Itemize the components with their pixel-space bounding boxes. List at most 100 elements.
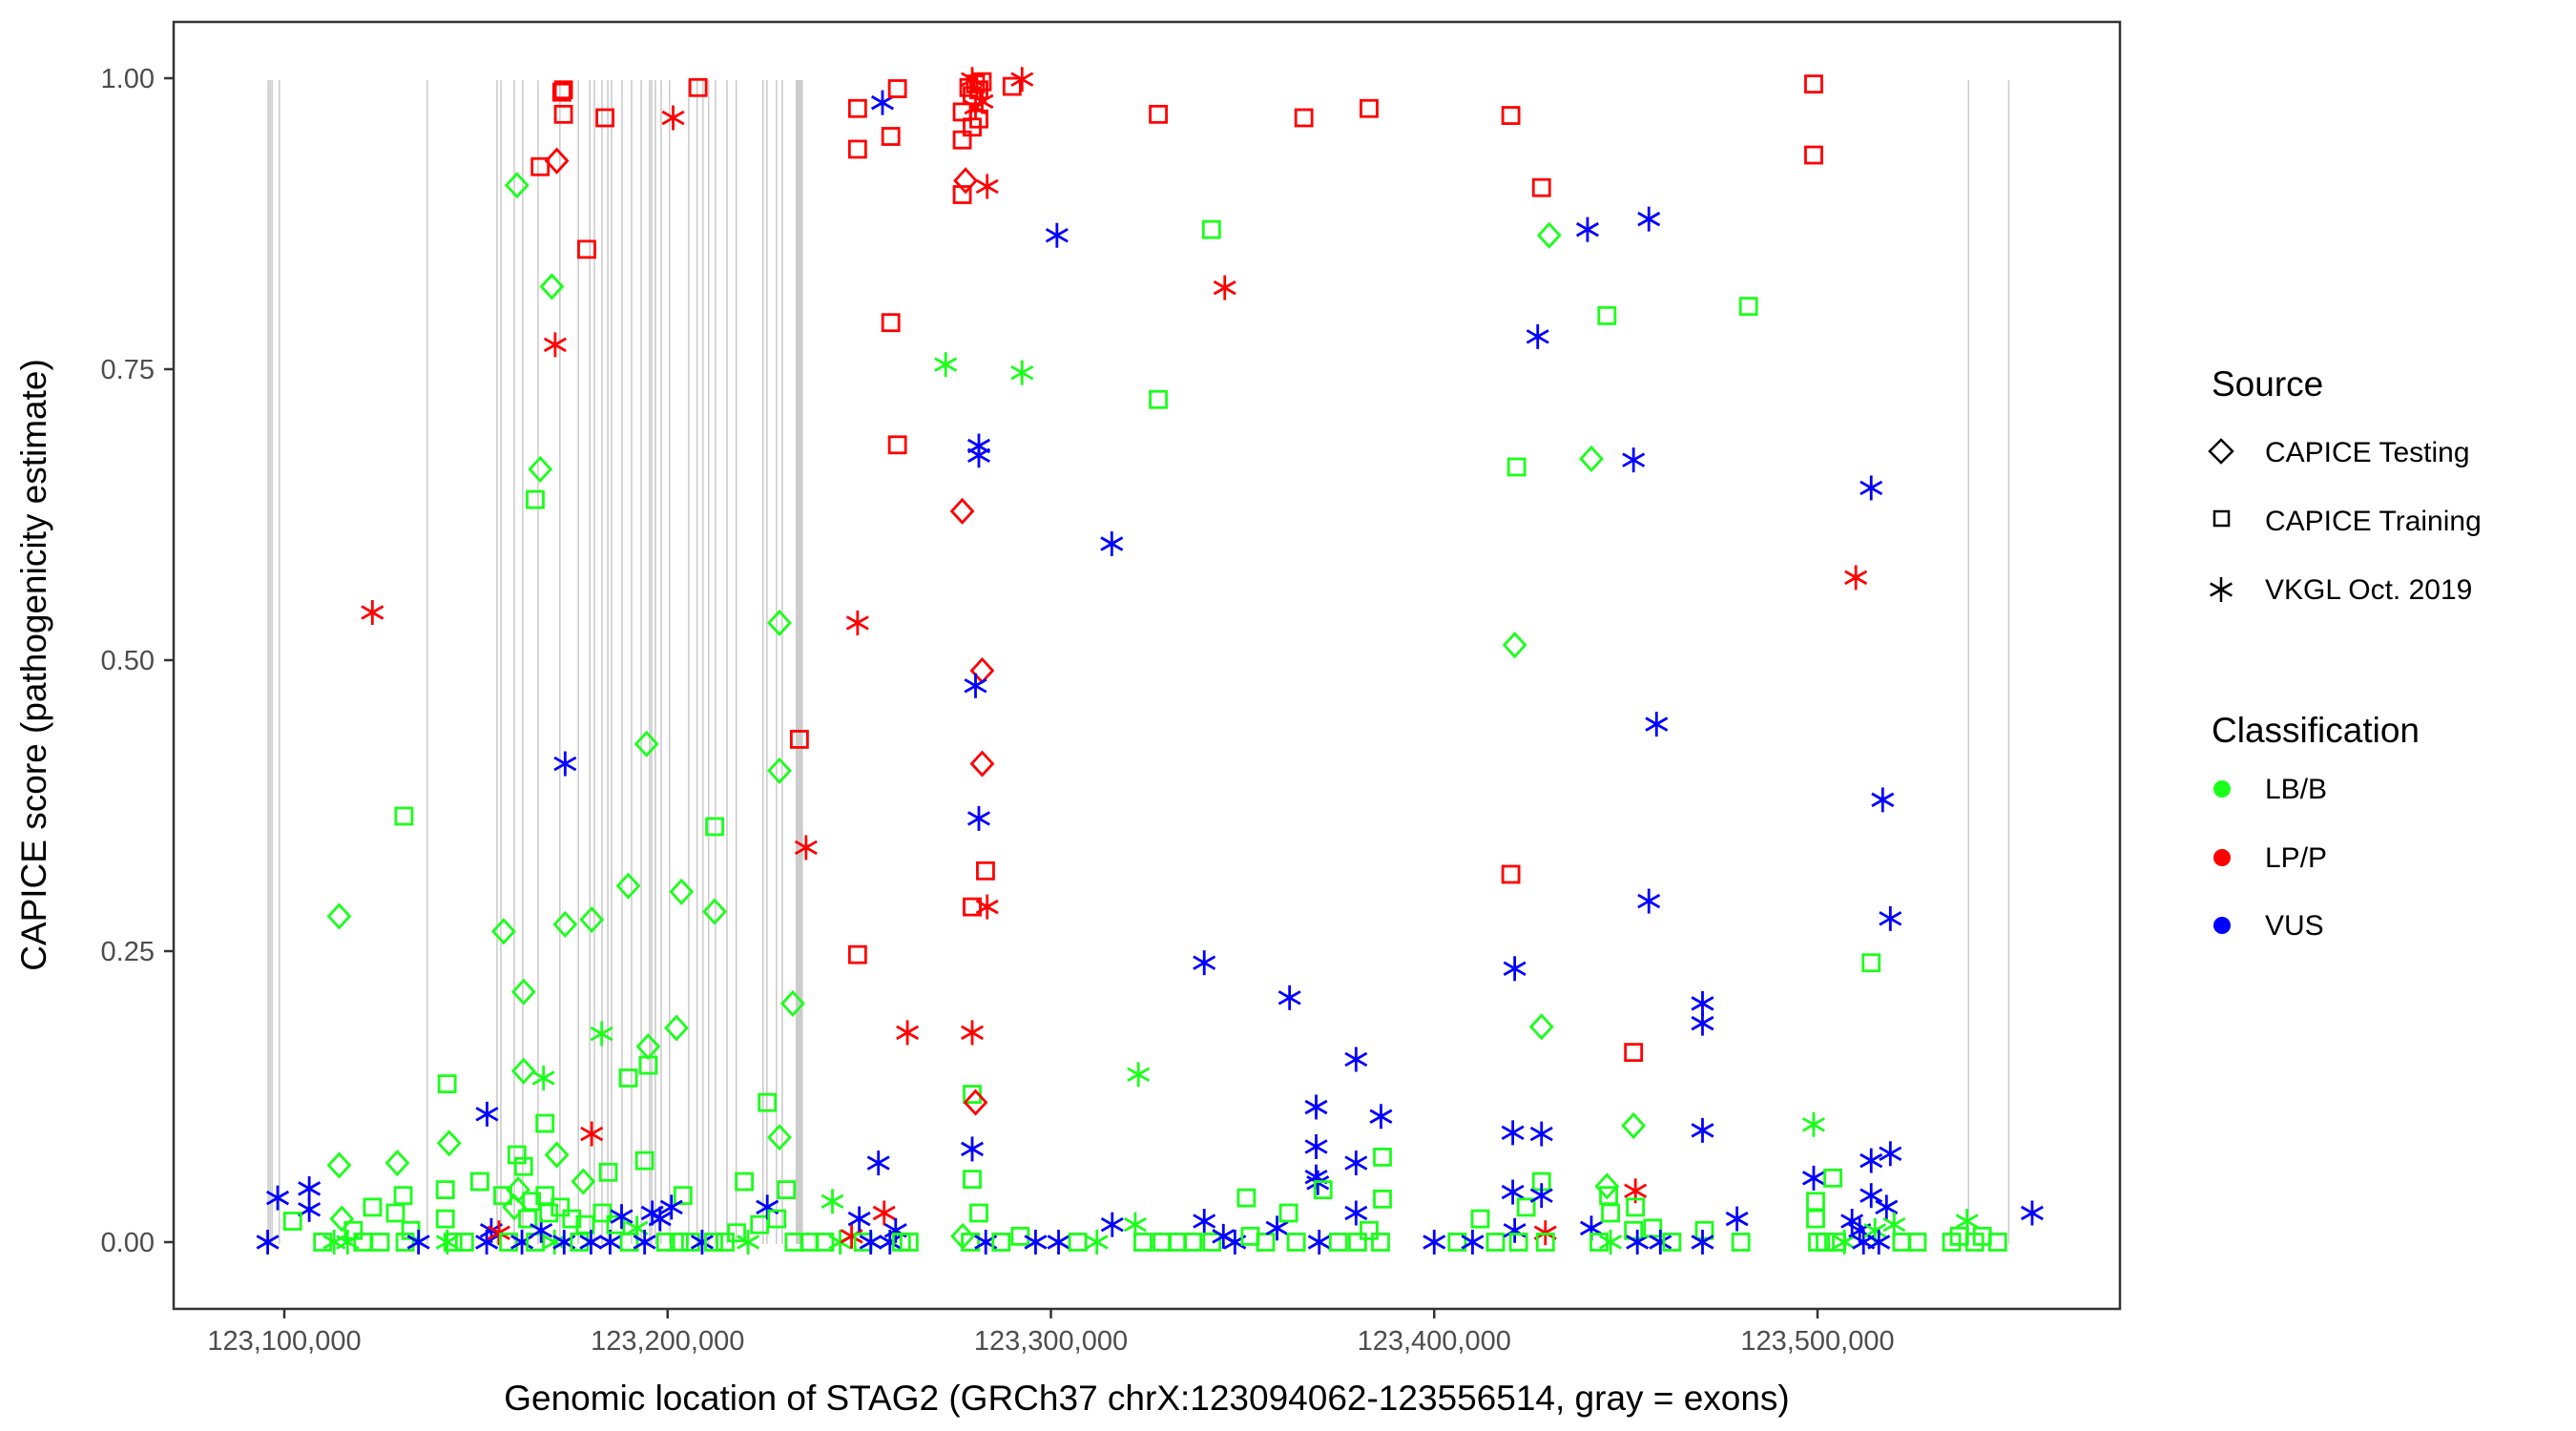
y-axis: 0.00 0.25 0.50 0.75 1.00 [101,64,174,1258]
point-asterisk [1045,222,1069,248]
point-square [1531,177,1551,197]
point-asterisk [1010,360,1034,385]
point-asterisk [1461,1230,1485,1255]
point-square [815,1233,835,1252]
point-square [952,130,972,150]
point-diamond [1528,1013,1554,1041]
point-square [1516,1197,1536,1217]
y-tick-label: 0.50 [101,646,155,676]
point-square [1589,1233,1609,1252]
point-square [961,1233,981,1252]
point-diamond [571,1168,596,1195]
point-asterisk [970,89,994,114]
point-square [758,1092,778,1112]
point-diamond [963,1089,988,1116]
legend-item-capice-training: CAPICE Training [2212,506,2482,537]
point-asterisk [1501,1179,1525,1205]
point-asterisk [964,673,987,698]
point-square [1371,1233,1390,1252]
point-diamond [1621,1111,1647,1140]
legend-item-capice-testing: CAPICE Testing [2208,437,2470,468]
point-asterisk [1844,565,1868,591]
point-square [634,1151,654,1171]
point-asterisk [406,1230,430,1255]
point-square [847,98,867,118]
point-square [1823,1169,1842,1188]
point-square [1738,297,1758,317]
point-square [705,817,724,837]
point-diamond [1594,1172,1620,1200]
point-asterisk [1637,206,1661,232]
red-dot-icon [2213,849,2231,866]
legend-label: LB/B [2265,774,2327,805]
point-asterisk [1193,1209,1216,1234]
point-diamond [504,172,530,199]
point-square [673,1186,693,1206]
point-asterisk [1691,1010,1714,1036]
point-square [1861,953,1881,973]
point-asterisk [690,1230,714,1255]
point-square [562,1209,582,1229]
point-asterisk [648,1206,672,1232]
point-asterisk [1423,1230,1446,1255]
point-asterisk [610,1204,634,1230]
point-square [513,1156,533,1176]
point-asterisk [1575,217,1599,242]
point-square [963,897,982,917]
point-square [598,1162,618,1182]
legend-item-vkgl: VKGL Oct. 2019 [2210,574,2472,606]
point-diamond [539,273,565,301]
asterisk-icon [2210,577,2233,602]
point-square [727,1223,746,1243]
point-asterisk [510,1230,534,1255]
point-diamond [767,757,792,784]
point-square [526,489,545,509]
point-asterisk [1879,1141,1902,1167]
point-diamond [326,902,352,930]
point-diamond [767,1124,792,1151]
legend-label: LP/P [2265,842,2327,874]
point-diamond [1536,221,1562,249]
point-square [887,79,907,98]
point-square [1360,98,1379,118]
point-square [847,139,867,159]
point-square [1662,1233,1682,1252]
point-asterisk [487,1220,510,1246]
point-asterisk [1649,1230,1672,1255]
point-asterisk [661,105,685,131]
point-square [688,77,708,97]
point-diamond [1579,445,1604,473]
point-asterisk [1645,712,1669,737]
point-asterisk [543,1230,567,1255]
point-square [669,1233,689,1252]
point-square [469,1172,489,1192]
point-diamond [579,905,605,934]
point-square [1601,1203,1620,1223]
point-asterisk [1637,888,1661,914]
point-square [899,1233,919,1252]
legend-label: CAPICE Training [2265,506,2482,537]
point-asterisk [1304,1133,1328,1159]
point-asterisk [256,1230,280,1255]
point-square [435,1209,455,1229]
point-square [313,1233,333,1252]
point-square [595,108,615,128]
y-tick-label: 0.75 [101,355,155,385]
point-diamond [544,1141,570,1169]
point-asterisk [1801,1111,1825,1137]
point-diamond [953,167,978,195]
plot-panel-border [172,20,2122,1311]
point-square [1201,219,1221,239]
point-diamond [502,1193,527,1221]
point-square [1624,1043,1644,1063]
point-asterisk [1503,956,1527,982]
x-tick-label: 123,300,000 [974,1326,1128,1357]
point-asterisk [553,751,577,777]
point-asterisk [1024,1230,1048,1255]
point-asterisk [961,1020,985,1046]
legend-source-title: Source [2212,364,2323,404]
point-square [437,1074,457,1093]
x-axis-title: Genomic location of STAG2 (GRCh37 chrX:1… [504,1379,1790,1418]
point-square [638,1055,658,1075]
